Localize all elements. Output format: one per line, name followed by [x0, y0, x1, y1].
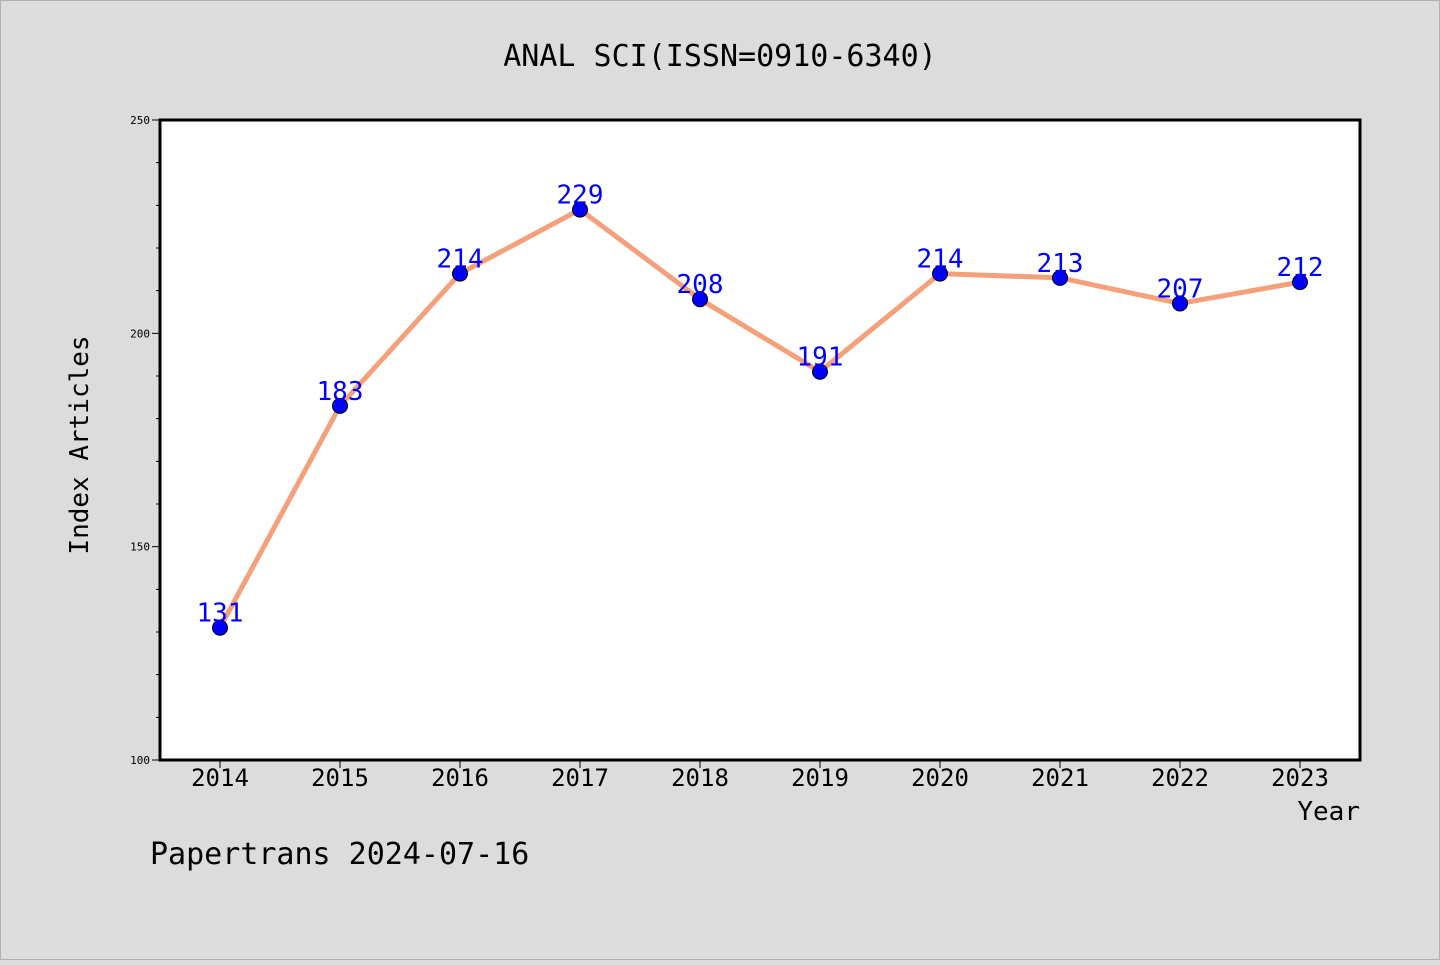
data-point-marker: [692, 291, 708, 308]
x-tick-label: 2019: [791, 764, 849, 792]
x-tick-label: 2014: [191, 764, 249, 792]
y-tick-label: 100: [130, 754, 150, 767]
x-tick-label: 2023: [1271, 764, 1329, 792]
x-tick-label: 2021: [1031, 764, 1089, 792]
y-axis-ticks: 100 150 200 250: [130, 114, 160, 767]
x-tick-label: 2022: [1151, 764, 1209, 792]
x-tick-label: 2015: [311, 764, 369, 792]
data-label: 208: [677, 270, 724, 300]
data-labels-group: 131 183 214 229 208 191 214 213 207 212: [197, 181, 1324, 629]
x-tick-label: 2020: [911, 764, 969, 792]
series-line: [217, 207, 1303, 631]
data-point-marker: [452, 265, 468, 282]
data-point-marker: [212, 619, 228, 636]
series-group: [212, 201, 1308, 636]
data-label: 191: [797, 343, 844, 373]
data-point-marker: [572, 201, 588, 218]
data-label: 213: [1037, 249, 1084, 279]
data-label: 183: [317, 377, 364, 407]
data-label: 214: [437, 245, 484, 275]
x-tick-label: 2018: [671, 764, 729, 792]
chart-title: ANAL SCI(ISSN=0910-6340): [503, 39, 936, 74]
data-point-marker: [332, 397, 348, 414]
data-point-marker: [812, 363, 828, 380]
data-point-marker: [932, 265, 948, 282]
plot-area: [158, 118, 1362, 762]
data-point-marker: [1292, 274, 1308, 291]
data-label: 229: [557, 181, 604, 211]
y-tick-label: 200: [130, 327, 150, 340]
data-label: 207: [1157, 274, 1204, 304]
footer-text: Papertrans 2024-07-16: [150, 837, 529, 872]
y-axis-label: Index Articles: [65, 335, 95, 554]
data-point-marker: [1172, 295, 1188, 312]
y-tick-label: 250: [130, 114, 150, 127]
x-tick-label: 2017: [551, 764, 609, 792]
data-label: 131: [197, 599, 244, 629]
data-label: 212: [1277, 253, 1324, 283]
data-label: 214: [917, 245, 964, 275]
x-tick-label: 2016: [431, 764, 489, 792]
y-tick-label: 150: [130, 541, 150, 554]
data-point-marker: [1052, 269, 1068, 286]
x-axis-label: Year: [1297, 797, 1360, 827]
x-axis-ticks: 2014 2015 2016 2017 2018 2019 2020 2021 2022 2023: [191, 760, 1329, 792]
